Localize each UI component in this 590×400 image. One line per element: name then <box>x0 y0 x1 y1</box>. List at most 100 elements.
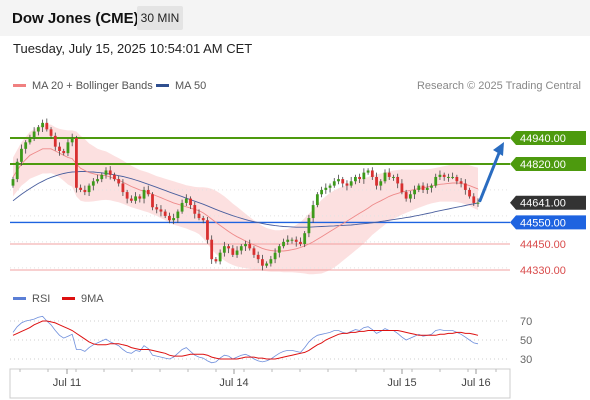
level-label-last: 44641.00 <box>520 198 566 210</box>
rsi-line <box>12 315 479 364</box>
level-label-resistance: 44940.00 <box>520 133 566 145</box>
candle-body <box>392 176 395 178</box>
candle-body <box>36 127 40 132</box>
legend-rsi-label: RSI <box>32 293 51 305</box>
level-label-support: 44330.00 <box>520 265 566 277</box>
forecast-arrow-head <box>493 142 504 156</box>
candle-body <box>91 181 95 186</box>
candle-body <box>172 218 176 221</box>
candle-body <box>248 244 252 249</box>
candle-body <box>70 138 74 143</box>
candle-body <box>96 179 99 182</box>
ma50-line <box>12 171 479 228</box>
candle-body <box>184 198 188 203</box>
candle-body <box>235 250 239 255</box>
timeframe-button[interactable]: 30 MIN <box>137 6 183 30</box>
candle-body <box>324 187 328 190</box>
candle-body <box>273 252 277 260</box>
candle-body <box>53 135 57 147</box>
candle-body <box>62 150 66 154</box>
candle-body <box>430 185 433 188</box>
candle-body <box>151 194 154 208</box>
level-label-pivot: 44550.00 <box>520 217 566 229</box>
candle-body <box>189 198 192 206</box>
candle-body <box>134 196 137 201</box>
candle-body <box>269 259 273 264</box>
ma20-swatch <box>13 83 26 87</box>
candle-body <box>425 187 429 190</box>
candle-body <box>341 179 345 184</box>
forecast-arrow-shaft <box>478 146 503 203</box>
candle-body <box>218 252 222 262</box>
candle-body <box>113 174 116 180</box>
candle-body <box>125 192 129 199</box>
candle-body <box>28 138 32 143</box>
candle-body <box>121 183 125 193</box>
candle-body <box>387 172 391 177</box>
candle-body <box>447 176 450 178</box>
candle-body <box>451 176 455 178</box>
candle-body <box>83 189 87 193</box>
candle-body <box>104 170 108 175</box>
candle-body <box>210 239 214 260</box>
rsi-tick-label: 70 <box>520 316 532 328</box>
legend-9ma: 9MA <box>62 293 104 305</box>
legend-rsi: RSI <box>13 293 50 305</box>
timestamp: Tuesday, July 15, 2025 10:54:01 AM CET <box>13 41 253 56</box>
level-tag-pivot <box>510 215 586 230</box>
candle-body <box>206 220 209 240</box>
candle-body <box>370 170 374 177</box>
candle-body <box>24 142 28 149</box>
candle-body <box>345 183 349 186</box>
candle-body <box>303 233 307 245</box>
candle-body <box>349 181 353 186</box>
candle-body <box>337 179 340 182</box>
candle-body <box>201 218 205 221</box>
candle-body <box>75 138 78 188</box>
candle-body <box>117 179 121 184</box>
legend-ma20-label: MA 20 + Bollinger Bands <box>32 80 153 92</box>
chart-header: Dow Jones (CME) 30 MIN <box>0 0 590 36</box>
ma9-line <box>12 320 479 360</box>
candle-body <box>231 248 235 255</box>
legend-ma50-label: MA 50 <box>175 80 207 92</box>
candle-body <box>468 189 471 197</box>
candle-body <box>146 189 150 195</box>
candle-body <box>277 246 281 253</box>
candle-body <box>459 181 463 184</box>
x-tick-label: Jul 15 <box>387 377 416 389</box>
candle-body <box>396 176 400 184</box>
level-tag-resistance <box>510 156 586 171</box>
candle-body <box>400 183 404 193</box>
candle-body <box>417 185 421 190</box>
ma50-swatch <box>156 83 169 87</box>
candle-body <box>421 185 425 190</box>
candle-body <box>362 172 366 180</box>
rsi-tick-label: 30 <box>520 354 532 366</box>
candle-body <box>315 194 319 206</box>
candle-body <box>320 189 323 195</box>
candle-body <box>434 176 438 186</box>
candle-body <box>404 192 408 199</box>
x-tick-label: Jul 16 <box>461 377 490 389</box>
price-chart: 44940.00 44820.00 44641.00 44550.00 44450.00… <box>10 118 586 277</box>
candle-body <box>100 174 104 180</box>
credit-text: Research © 2025 Trading Central <box>416 80 581 92</box>
candle-body <box>155 207 159 210</box>
candle-body <box>129 198 133 201</box>
candle-body <box>307 218 311 234</box>
candle-body <box>108 170 112 175</box>
level-tag-resistance <box>510 131 586 145</box>
candle-body <box>328 185 332 188</box>
rsi-swatch <box>13 296 26 300</box>
candle-body <box>472 196 476 203</box>
x-tick-label: Jul 11 <box>53 377 82 389</box>
candle-body <box>58 146 61 151</box>
candle-body <box>354 176 357 182</box>
candle-body <box>290 239 294 241</box>
legend-ma50: MA 50 <box>156 80 206 92</box>
candle-body <box>294 239 298 242</box>
candle-body <box>32 131 36 138</box>
candle-body <box>168 215 171 221</box>
candle-body <box>438 174 442 177</box>
